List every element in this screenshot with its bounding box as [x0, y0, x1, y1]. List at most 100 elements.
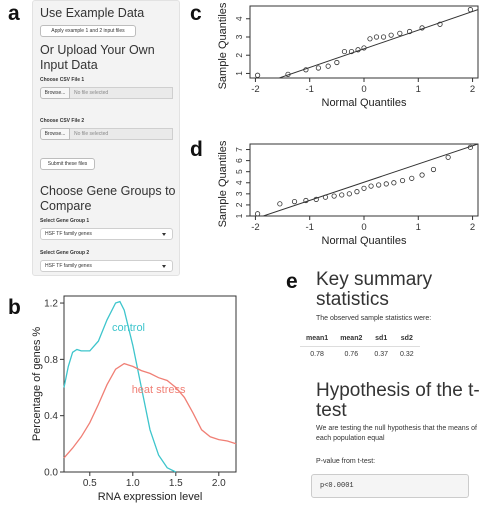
- table-header-row: mean1 mean2 sd1 sd2: [300, 335, 420, 347]
- data-point: [391, 180, 397, 186]
- x-axis-label: Normal Quantiles: [322, 97, 407, 109]
- file2-input[interactable]: Browse... No file selected: [40, 128, 173, 140]
- x-axis-label: RNA expression level: [98, 491, 203, 503]
- data-point: [341, 48, 348, 55]
- series-line-control: [63, 300, 177, 473]
- data-point: [409, 175, 415, 181]
- data-point: [437, 21, 443, 27]
- series-label: control: [112, 322, 145, 334]
- data-point: [254, 72, 261, 78]
- qq-plot-d: -2 -1 0 1 2 1 2 3 4 5 6 7 Normal Quantiles Sample Qua…: [217, 140, 479, 247]
- data-point: [303, 197, 309, 204]
- data-point: [355, 47, 361, 53]
- data-point: [376, 182, 382, 188]
- x-tick-label: -1: [305, 222, 313, 233]
- y-tick-label: 7: [234, 147, 244, 152]
- file2-filename: No file selected: [70, 128, 173, 140]
- data-point: [361, 185, 367, 191]
- qq-reference-line: [261, 144, 478, 216]
- group1-label: Select Gene Group 1: [40, 218, 90, 224]
- x-tick-label: 0.5: [83, 478, 97, 489]
- data-point: [303, 67, 309, 73]
- data-point: [419, 25, 425, 31]
- data-point: [334, 59, 340, 66]
- file1-filename: No file selected: [70, 87, 173, 99]
- data-point: [399, 177, 406, 184]
- data-point: [368, 183, 374, 189]
- data-point: [383, 181, 389, 187]
- data-point: [397, 30, 403, 36]
- x-tick-label: 2: [470, 222, 475, 233]
- density-chart: 0.5 1.0 1.5 2.0 0.0 0.4 0.8 1.2 RNA expression l…: [31, 295, 237, 503]
- y-tick-label: 4: [234, 16, 244, 21]
- data-point: [419, 172, 425, 178]
- x-tick-label: 1: [416, 84, 421, 95]
- hypothesis-text: We are testing the null hypothesis that …: [316, 425, 477, 442]
- data-point: [254, 211, 261, 217]
- y-tick-label: 1: [234, 71, 244, 76]
- data-point: [430, 166, 437, 173]
- data-point: [346, 191, 352, 197]
- x-tick-label: -1: [305, 84, 313, 95]
- file1-input[interactable]: Browse... No file selected: [40, 87, 173, 99]
- file1-browse-button[interactable]: Browse...: [40, 87, 70, 99]
- apply-example-button[interactable]: Apply example 1 and 2 input files: [40, 25, 136, 37]
- data-point: [339, 192, 345, 198]
- x-tick-label: 2: [470, 84, 475, 95]
- example-data-heading: Use Example Data: [40, 6, 145, 20]
- y-axis-label: Percentage of genes %: [31, 327, 43, 442]
- x-axis-label: Normal Quantiles: [322, 235, 407, 247]
- x-tick-label: 1.0: [126, 478, 140, 489]
- data-point: [322, 194, 329, 200]
- group1-caret-icon: [162, 233, 166, 236]
- qq-reference-line: [277, 9, 478, 78]
- table-cell-sd2: 0.32: [400, 351, 414, 358]
- x-tick-label: -2: [251, 84, 259, 95]
- data-point: [354, 189, 360, 195]
- x-tick-label: 1: [416, 222, 421, 233]
- table-cell-sd1: 0.37: [374, 351, 388, 358]
- group2-select[interactable]: HSF TF family genes: [40, 260, 173, 272]
- data-point: [325, 63, 331, 69]
- data-point: [380, 34, 387, 40]
- y-tick-label: 5: [234, 169, 244, 174]
- group1-select[interactable]: HSF TF family genes: [40, 228, 173, 240]
- table-cell-mean1: 0.78: [310, 351, 324, 358]
- file2-browse-button[interactable]: Browse...: [40, 128, 70, 140]
- hypothesis-heading: Hypothesis of the t-test: [316, 380, 480, 421]
- data-point: [367, 36, 373, 42]
- group2-selected-value: HSF TF family genes: [45, 263, 92, 269]
- upload-heading: Or Upload Your Own Input Data: [40, 43, 155, 72]
- table-row: 0.78 0.76 0.37 0.32: [300, 347, 420, 358]
- group2-caret-icon: [162, 265, 166, 268]
- data-point: [285, 71, 291, 77]
- y-tick-label: 4: [234, 180, 244, 185]
- gene-groups-heading: Choose Gene Groups to Compare: [40, 184, 176, 213]
- file2-label: Choose CSV File 2: [40, 118, 85, 124]
- summary-heading: Key summary statistics: [316, 269, 433, 310]
- y-tick-label: 0.4: [44, 411, 58, 422]
- panel-letter-e: e: [286, 270, 298, 293]
- y-tick-label: 3: [234, 34, 244, 39]
- data-point: [467, 7, 473, 13]
- y-tick-label: 6: [234, 158, 244, 163]
- x-tick-label: 0: [361, 84, 366, 95]
- submit-files-button[interactable]: Submit these files: [40, 158, 95, 170]
- group2-label: Select Gene Group 2: [40, 250, 90, 256]
- table-cell-mean2: 0.76: [344, 351, 359, 358]
- file1-label: Choose CSV File 1: [40, 77, 85, 83]
- observed-stats-text: The observed sample statistics were:: [316, 315, 432, 322]
- data-point: [277, 201, 283, 207]
- plot-frame: [249, 5, 479, 79]
- data-point: [467, 144, 473, 150]
- y-tick-label: 1: [234, 213, 244, 218]
- x-tick-label: 2.0: [212, 478, 226, 489]
- qq-plot-c: -2 -1 0 1 2 1 2 3 4 Normal Quantiles Sample Quanti…: [217, 2, 479, 109]
- pvalue-output: p<0.0001: [311, 474, 469, 498]
- pvalue-label: P-value from t-test:: [316, 458, 376, 465]
- table-header-mean2: mean2: [334, 335, 369, 347]
- data-point: [361, 45, 367, 51]
- x-tick-label: -2: [251, 222, 259, 233]
- panel-letter-a: a: [8, 2, 20, 25]
- data-point: [407, 28, 413, 35]
